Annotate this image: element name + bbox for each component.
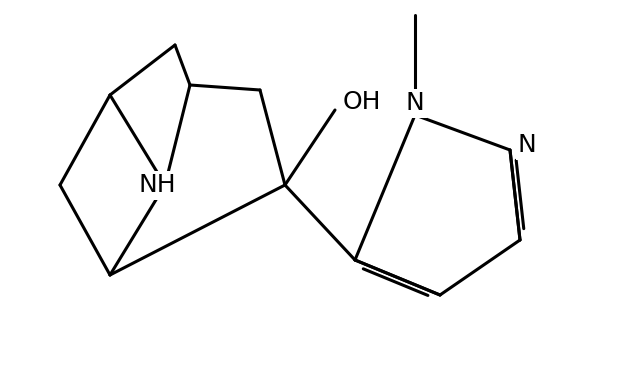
Text: N: N [518,133,537,157]
Text: OH: OH [343,90,381,114]
Text: N: N [406,91,424,115]
Text: NH: NH [138,173,176,197]
